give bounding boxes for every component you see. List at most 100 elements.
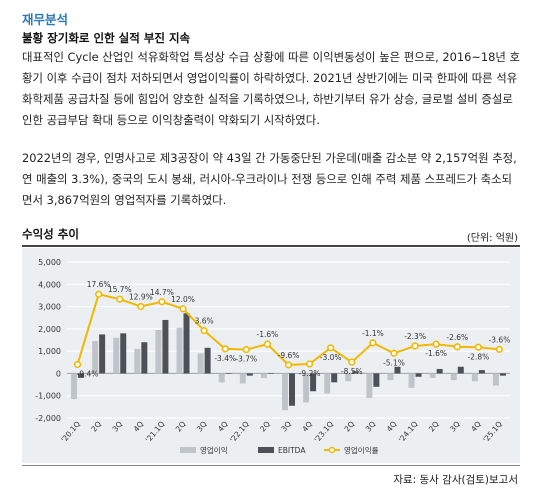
bar-ebitda	[457, 366, 464, 374]
x-tick-label: 2Q	[258, 419, 272, 433]
legend-swatch	[258, 447, 274, 453]
x-tick-label: 4Q	[216, 419, 230, 433]
bar-operating-profit	[324, 373, 331, 394]
margin-data-label: 12.9%	[129, 292, 153, 301]
section-tag: 재무분석	[22, 12, 69, 27]
margin-data-label: -2.6%	[446, 333, 468, 342]
bar-ebitda	[310, 373, 317, 392]
margin-data-label: -3.6%	[489, 335, 511, 344]
legend-label: EBITDA	[278, 446, 306, 455]
bar-ebitda	[99, 334, 106, 374]
margin-data-label: 15.7%	[108, 285, 132, 294]
x-tick-label: 4Q	[469, 419, 483, 433]
x-tick-label: '21.1Q	[144, 419, 167, 444]
margin-point	[137, 302, 145, 311]
y-tick-label: 2,000	[38, 325, 61, 334]
x-tick-label: '24.1Q	[397, 419, 420, 444]
margin-point	[327, 344, 335, 352]
x-tick-label: 3Q	[364, 419, 378, 433]
x-tick-label: 2Q	[427, 419, 441, 433]
legend-swatch-marker	[328, 446, 336, 454]
bar-operating-profit	[155, 329, 162, 374]
x-tick-label: 3Q	[111, 419, 125, 433]
x-tick-label: 2Q	[174, 419, 188, 433]
bar-operating-profit	[239, 373, 246, 384]
bar-operating-profit	[492, 373, 499, 386]
margin-data-label: -1.6%	[257, 330, 279, 339]
bar-operating-profit	[450, 373, 457, 381]
bar-ebitda	[246, 373, 253, 376]
bar-ebitda	[120, 333, 127, 374]
legend-swatch	[180, 447, 196, 453]
bar-ebitda	[289, 373, 295, 406]
bar-operating-profit	[260, 373, 267, 378]
margin-point	[179, 305, 187, 313]
margin-data-label: -9.4%	[77, 369, 99, 378]
x-tick-label: 2Q	[343, 419, 357, 433]
y-tick-label: 3,000	[38, 303, 61, 312]
bar-ebitda	[267, 373, 274, 374]
margin-data-label: -3.4%	[214, 354, 236, 363]
x-tick-label: '23.1Q	[312, 419, 335, 444]
margin-data-label: -3.0%	[320, 353, 342, 362]
bar-operating-profit	[471, 373, 478, 382]
x-tick-label: 4Q	[132, 419, 146, 433]
y-tick-label: 5,000	[38, 258, 61, 267]
y-tick-label: 4,000	[38, 280, 61, 289]
margin-data-label: -1.1%	[362, 329, 384, 338]
chart-unit: (단위: 억원)	[466, 233, 518, 244]
margin-point	[453, 343, 461, 351]
margin-data-label: 14.7%	[150, 288, 174, 297]
margin-point	[411, 342, 419, 350]
paragraph-1: 대표적인 Cycle 산업인 석유화학업 특성상 수급 상황에 따른 이익변동성…	[22, 50, 521, 127]
margin-data-label: 3.6%	[195, 317, 214, 326]
profitability-chart: -2,000 -1,000 0 1,000 2,000 3,000 4,000 5,000 -9…	[35, 258, 511, 455]
bar-operating-profit	[176, 327, 183, 374]
margin-data-label: -2.3%	[404, 332, 426, 341]
x-tick-label: '22.1Q	[228, 419, 251, 444]
bar-ebitda	[499, 373, 506, 376]
margin-data-label: -9.2%	[299, 369, 321, 378]
bar-ebitda	[141, 342, 148, 374]
x-tick-label: 2Q	[89, 419, 103, 433]
bar-operating-profit	[303, 373, 310, 403]
x-tick-label: '20.1Q	[59, 419, 82, 444]
bar-operating-profit	[134, 348, 141, 374]
margin-point	[305, 360, 314, 368]
bar-ebitda	[478, 370, 485, 374]
bar-operating-profit	[92, 341, 99, 374]
chart-title-rule	[22, 245, 520, 247]
margin-data-label: 12.0%	[171, 295, 195, 304]
chart-title: 수익성 추이	[22, 227, 79, 241]
margin-data-label: -9.6%	[278, 351, 300, 360]
y-tick-label: 0	[56, 369, 61, 378]
bar-ebitda	[225, 373, 232, 374]
bar-operating-profit	[71, 373, 78, 400]
bar-operating-profit	[387, 373, 394, 381]
margin-point	[495, 345, 504, 353]
bar-operating-profit	[218, 373, 225, 383]
bar-operating-profit	[197, 353, 204, 374]
margin-point	[200, 327, 208, 335]
bar-ebitda	[331, 373, 338, 383]
bar-ebitda	[183, 313, 190, 374]
margin-data-label: -8.5%	[341, 367, 363, 376]
paragraph-2: 2022년의 경우, 인명사고로 제3공장이 약 43일 간 가동중단된 가운데…	[22, 151, 517, 207]
bar-ebitda	[162, 319, 169, 374]
margin-point	[116, 295, 124, 303]
margin-data-label: -5.1%	[383, 358, 405, 367]
bar-ebitda	[78, 373, 85, 378]
margin-data-label: -2.8%	[467, 352, 489, 361]
margin-point	[242, 346, 250, 354]
margin-point	[73, 360, 82, 369]
margin-point	[474, 343, 482, 351]
bar-ebitda	[204, 347, 211, 374]
margin-point	[95, 290, 103, 298]
y-tick-label: -2,000	[35, 414, 61, 423]
margin-point	[348, 358, 356, 366]
margin-point	[221, 345, 229, 353]
margin-point	[284, 361, 293, 369]
margin-point	[432, 340, 440, 348]
y-tick-label: -1,000	[35, 392, 61, 401]
x-tick-label: 3Q	[279, 419, 293, 433]
